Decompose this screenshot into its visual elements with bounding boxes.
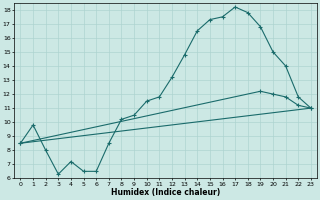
X-axis label: Humidex (Indice chaleur): Humidex (Indice chaleur) bbox=[111, 188, 220, 197]
